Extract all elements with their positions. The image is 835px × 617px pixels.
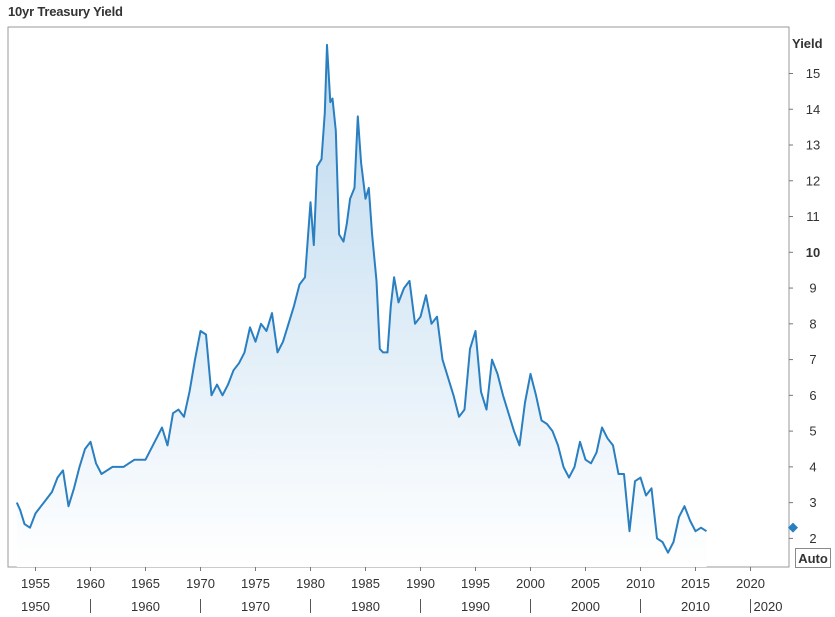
x-tick-label: 1965	[131, 576, 160, 591]
x-tick-label: 1970	[186, 576, 215, 591]
x-decade-label: 1950	[21, 599, 50, 614]
chart-title: 10yr Treasury Yield	[8, 4, 123, 19]
y-tick-label: 11	[806, 209, 820, 224]
y-tick-label: 4	[809, 459, 816, 474]
x-decade-label: 1990	[461, 599, 490, 614]
y-tick-label: 3	[809, 495, 816, 510]
x-tick-label: 1980	[296, 576, 325, 591]
x-tick-label: 2010	[626, 576, 655, 591]
x-axis-decade-ticks: 1950 1960 1970 1980 1990 2000 2010 2020	[21, 599, 782, 614]
x-tick-label: 1990	[406, 576, 435, 591]
y-tick-label: 10	[806, 245, 820, 260]
y-tick-label: 15	[806, 66, 820, 81]
x-tick-label: 2000	[516, 576, 545, 591]
yield-area-fill	[16, 44, 707, 567]
y-tick-label: 9	[809, 281, 816, 296]
x-decade-label: 1960	[131, 599, 160, 614]
x-tick-label: 1985	[351, 576, 380, 591]
y-axis-ticks: 2 3 4 5 6 7 8 9 10 11 12 13 14 15	[789, 66, 820, 546]
x-decade-label: 1970	[241, 599, 270, 614]
y-tick-label: 5	[809, 424, 816, 439]
y-axis-label: Yield	[792, 36, 823, 51]
x-decade-label: 2020	[754, 599, 783, 614]
x-tick-label: 1960	[76, 576, 105, 591]
x-tick-label: 2005	[571, 576, 600, 591]
x-decade-label: 2010	[681, 599, 710, 614]
y-tick-label: 14	[806, 102, 820, 117]
y-tick-label: 13	[806, 138, 820, 153]
x-tick-label: 1975	[241, 576, 270, 591]
current-value-marker	[788, 522, 798, 533]
x-decade-label: 2000	[571, 599, 600, 614]
x-axis-ticks: 1955 1960 1965 1970 1975 1980 1985 1990 1995 2000…	[21, 567, 765, 591]
x-decade-label: 1980	[351, 599, 380, 614]
y-tick-label: 7	[809, 352, 816, 367]
x-tick-label: 2015	[681, 576, 710, 591]
x-tick-label: 2020	[736, 576, 765, 591]
y-tick-label: 8	[809, 316, 816, 331]
y-tick-label: 2	[809, 531, 816, 546]
x-tick-label: 1955	[21, 576, 50, 591]
auto-scale-button[interactable]: Auto	[795, 548, 831, 568]
y-tick-label: 6	[809, 388, 816, 403]
yield-series-line	[15, 43, 708, 554]
y-tick-label: 12	[806, 173, 820, 188]
x-tick-label: 1995	[461, 576, 490, 591]
